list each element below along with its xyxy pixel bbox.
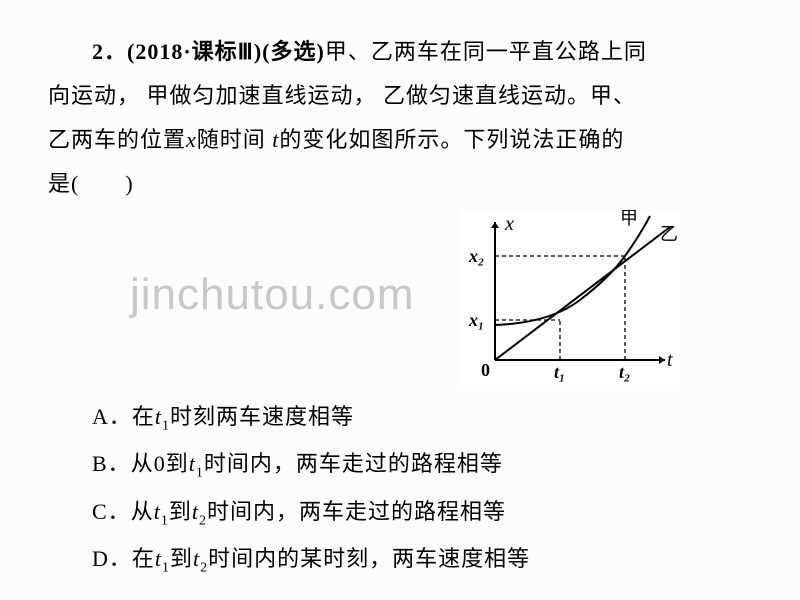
svg-text:x₂: x₂ [468,246,484,266]
option-b: B．从0到t1时间内，两车走过的路程相等 [48,442,530,487]
option-a: A．在t1时刻两车速度相等 [48,395,530,440]
svg-text:t₂: t₂ [619,362,630,382]
question-block: 2．(2018·课标Ⅲ)(多选)甲、乙两车在同一平直公路上同 向运动， 甲做匀加… [0,0,800,206]
svg-text:0: 0 [481,360,490,380]
svg-text:t: t [667,349,673,371]
svg-text:乙: 乙 [660,224,678,244]
question-line-2: 向运动， 甲做匀加速直线运动， 乙做匀速直线运动。甲、 [48,74,752,118]
question-line-3: 乙两车的位置x随时间 t的变化如图所示。下列说法正确的 [48,118,752,162]
option-d: D．在t1到t2时间内的某时刻，两车速度相等 [48,537,530,582]
svg-text:t₁: t₁ [554,362,565,382]
watermark: jinchutou.com [130,270,414,320]
svg-text:x₁: x₁ [468,310,484,330]
svg-text:甲: 甲 [620,210,638,228]
xt-graph: x t 0 甲乙 t₁ t₂ x₁ x₂ [460,210,680,390]
question-number: 2．(2018·课标Ⅲ)(多选) [92,39,325,64]
svg-text:x: x [504,213,514,235]
options-block: A．在t1时刻两车速度相等 B．从0到t1时间内，两车走过的路程相等 C．从t1… [48,395,530,585]
question-line-1: 2．(2018·课标Ⅲ)(多选)甲、乙两车在同一平直公路上同 [48,30,752,74]
question-line-4: 是( ) [48,162,752,206]
option-c: C．从t1到t2时间内，两车走过的路程相等 [48,490,530,535]
